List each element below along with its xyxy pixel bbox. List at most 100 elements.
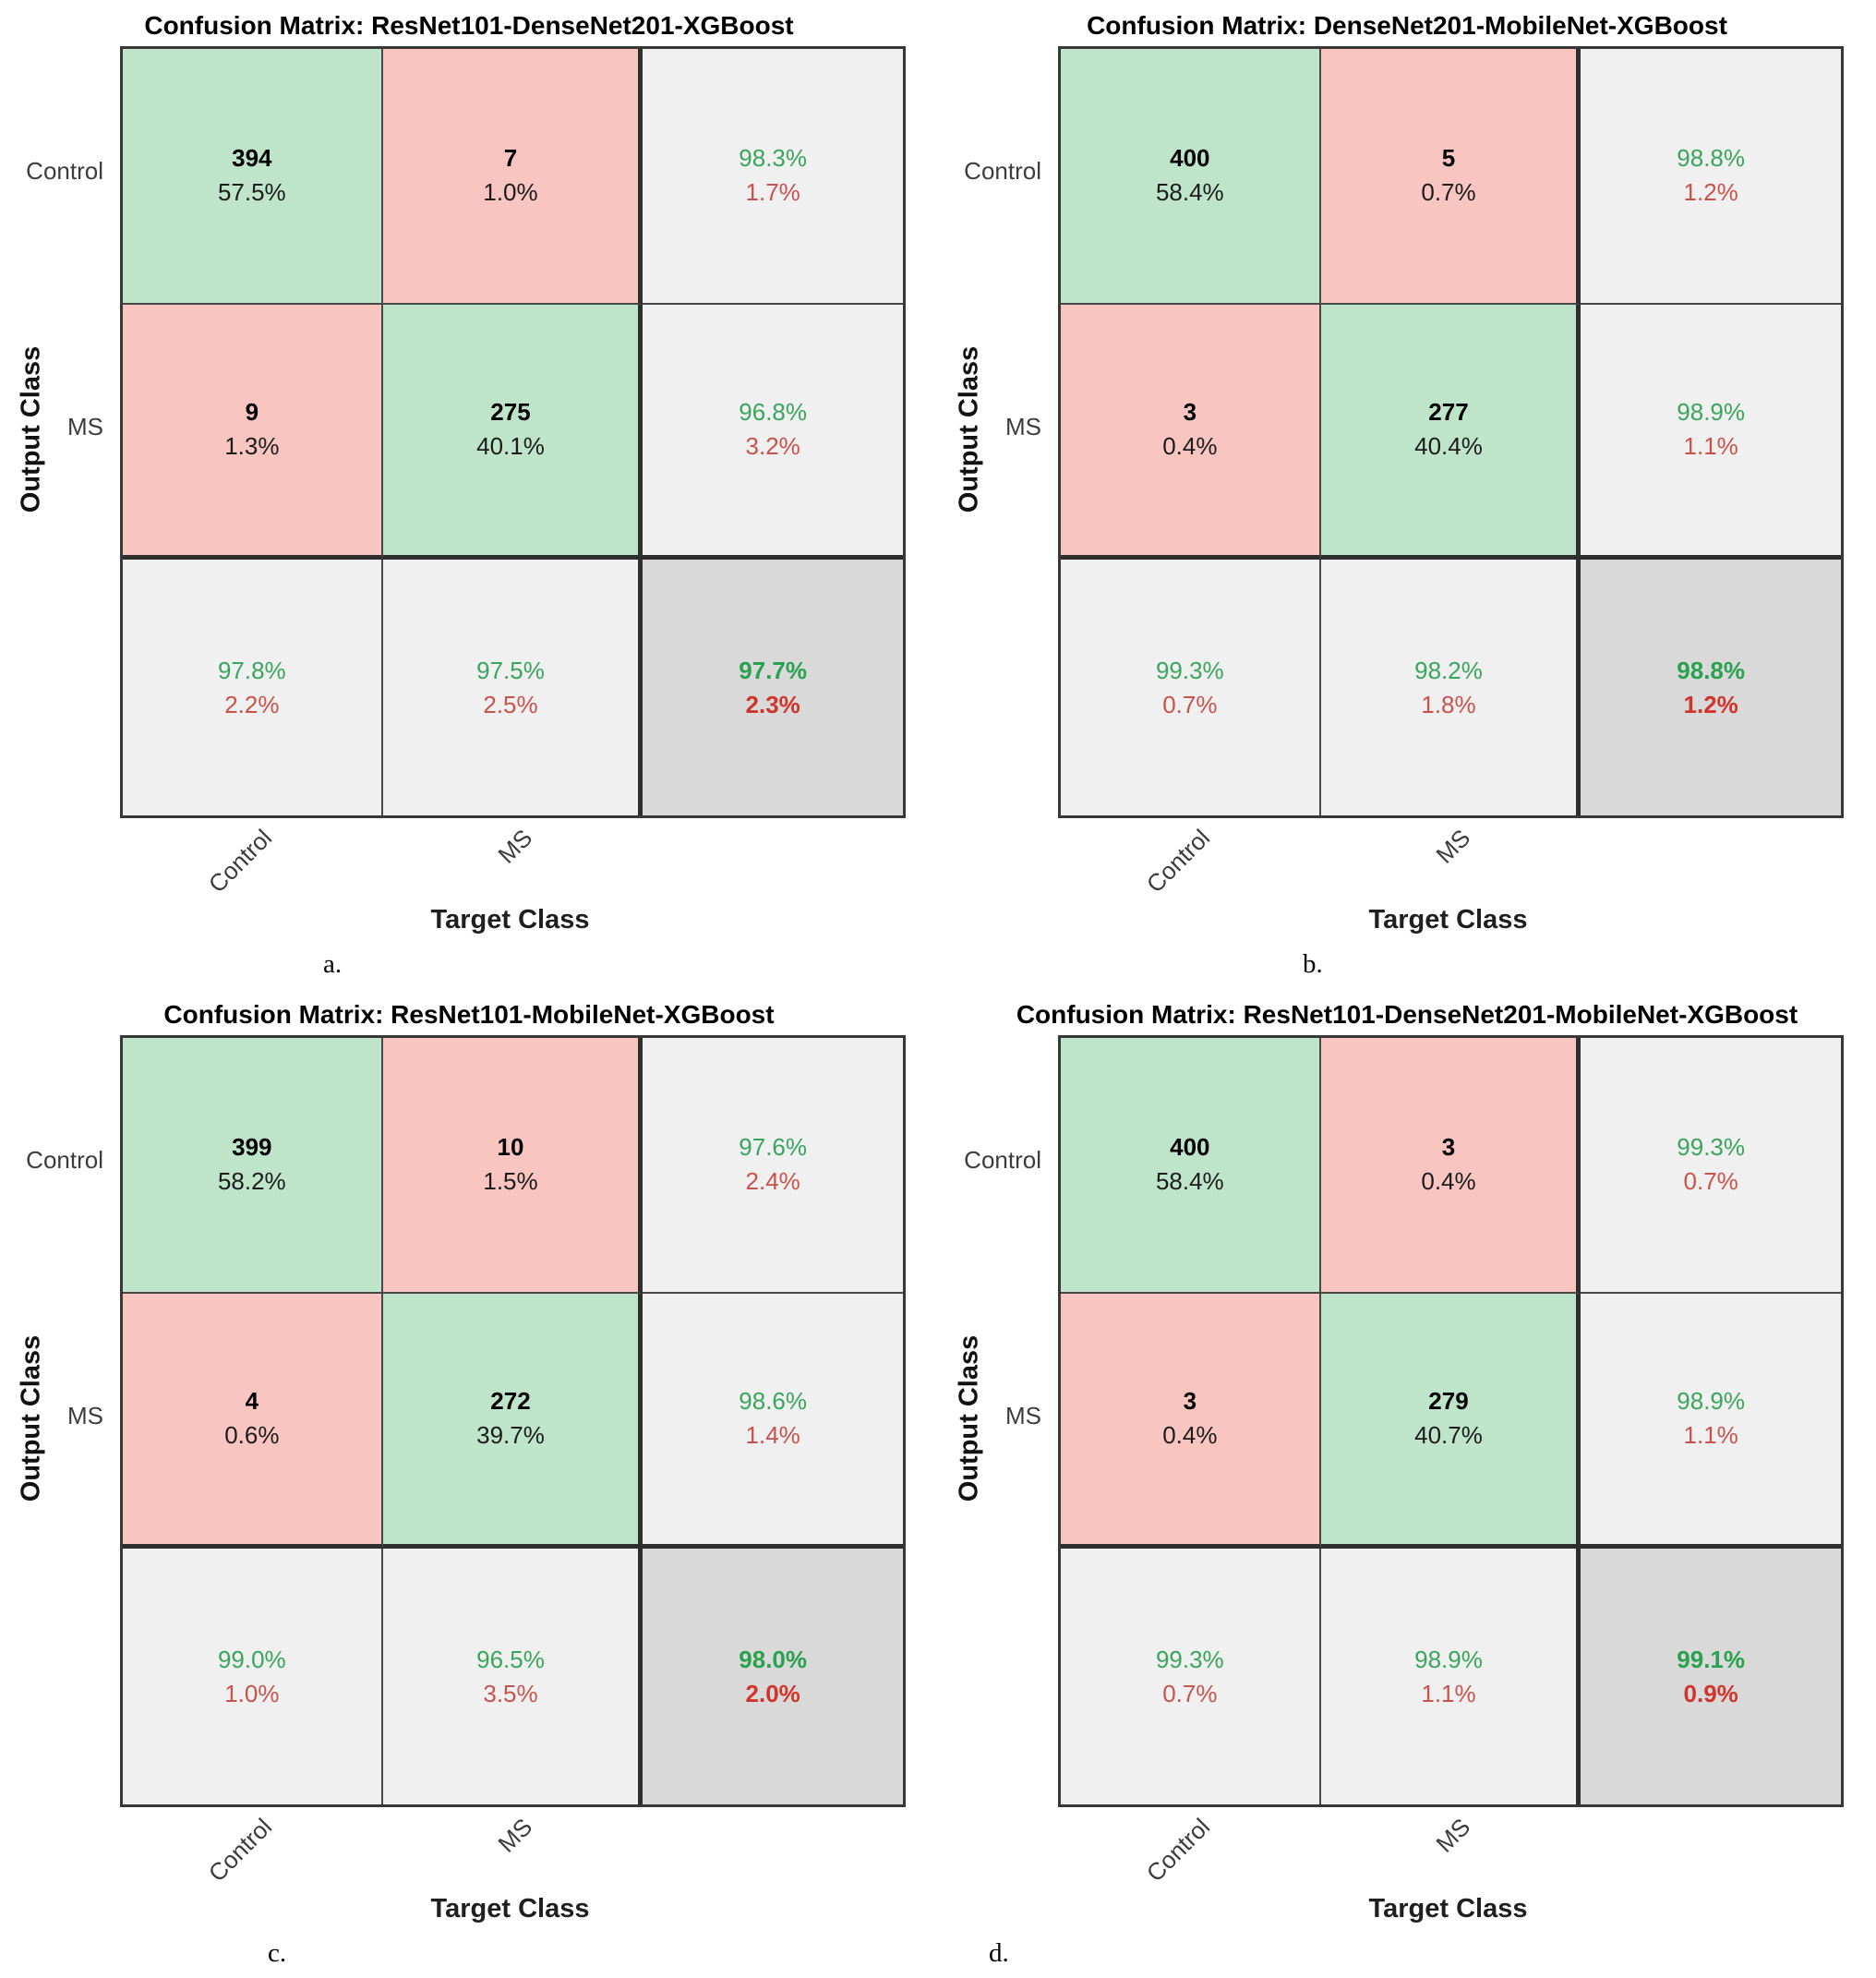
row-summary-cell: 98.9% 1.1% <box>1581 1293 1841 1550</box>
summary-positive-percent: 98.9% <box>1677 398 1746 427</box>
cell-count: 10 <box>497 1133 524 1162</box>
y-tick-control: Control <box>26 157 103 185</box>
confusion-grid: 394 57.5% 7 1.0% 98.3% 1.7% 9 1.3% 275 4… <box>120 46 906 818</box>
confusion-matrix-panel-a: Confusion Matrix: ResNet101-DenseNet201-… <box>0 0 938 989</box>
summary-negative-percent: 1.7% <box>745 178 800 207</box>
y-tick-control: Control <box>964 157 1041 185</box>
confusion-grid: 399 58.2% 10 1.5% 97.6% 2.4% 4 0.6% 272 … <box>120 1035 906 1807</box>
chart-title: Confusion Matrix: ResNet101-DenseNet201-… <box>144 11 794 40</box>
matrix-cell: 400 58.4% <box>1061 49 1321 305</box>
col-summary-cell: 96.5% 3.5% <box>382 1549 643 1804</box>
summary-positive-percent: 97.7% <box>739 656 808 684</box>
summary-negative-percent: 0.9% <box>1683 1679 1738 1707</box>
cell-percent: 57.5% <box>217 178 286 207</box>
row-summary-cell: 96.8% 3.2% <box>643 304 903 561</box>
chart-title: Confusion Matrix: ResNet101-DenseNet201-… <box>1016 1000 1798 1029</box>
summary-negative-percent: 1.8% <box>1421 690 1476 718</box>
cell-count: 3 <box>1183 1387 1197 1416</box>
cell-percent: 1.3% <box>224 432 280 461</box>
summary-negative-percent: 1.2% <box>1683 178 1738 207</box>
summary-positive-percent: 98.0% <box>739 1645 808 1673</box>
matrix-cell: 394 57.5% <box>123 49 383 305</box>
matrix-cell: 3 0.4% <box>1320 1038 1581 1294</box>
cell-percent: 40.1% <box>476 432 545 461</box>
summary-positive-percent: 96.5% <box>476 1645 545 1673</box>
cell-percent: 0.7% <box>1421 178 1476 207</box>
summary-positive-percent: 97.8% <box>217 656 286 684</box>
cell-percent: 58.4% <box>1155 1167 1224 1196</box>
matrix-cell: 277 40.4% <box>1320 304 1581 561</box>
row-summary-cell: 98.8% 1.2% <box>1581 49 1841 305</box>
matrix-cell: 7 1.0% <box>382 49 643 305</box>
col-summary-cell: 97.5% 2.5% <box>382 560 643 815</box>
y-tick-control: Control <box>964 1146 1041 1174</box>
matrix-cell: 9 1.3% <box>123 304 383 561</box>
summary-positive-percent: 99.0% <box>217 1645 286 1673</box>
cell-count: 400 <box>1170 1133 1210 1162</box>
summary-positive-percent: 99.3% <box>1155 656 1224 684</box>
confusion-matrix-panel-d: Confusion Matrix: ResNet101-DenseNet201-… <box>938 989 1876 1978</box>
matrix-cell: 3 0.4% <box>1061 304 1321 561</box>
col-summary-cell: 98.2% 1.8% <box>1320 560 1581 815</box>
row-summary-cell: 98.9% 1.1% <box>1581 304 1841 561</box>
summary-positive-percent: 99.1% <box>1677 1645 1746 1673</box>
matrix-cell: 275 40.1% <box>382 304 643 561</box>
col-summary-cell: 97.8% 2.2% <box>123 560 383 815</box>
row-summary-cell: 98.3% 1.7% <box>643 49 903 305</box>
confusion-grid: 400 58.4% 5 0.7% 98.8% 1.2% 3 0.4% 277 4… <box>1058 46 1844 818</box>
row-summary-cell: 99.3% 0.7% <box>1581 1038 1841 1294</box>
matrix-cell: 3 0.4% <box>1061 1293 1321 1550</box>
summary-positive-percent: 99.3% <box>1677 1133 1746 1162</box>
summary-positive-percent: 97.6% <box>739 1133 808 1162</box>
summary-negative-percent: 2.4% <box>745 1167 800 1196</box>
summary-positive-percent: 98.6% <box>739 1387 808 1416</box>
matrix-cell: 279 40.7% <box>1320 1293 1581 1550</box>
y-tick-ms: MS <box>1005 413 1041 440</box>
x-axis-label: Target Class <box>430 1894 590 1924</box>
cell-count: 9 <box>245 398 259 427</box>
cell-count: 394 <box>232 144 272 173</box>
cell-count: 277 <box>1428 398 1469 427</box>
cell-percent: 40.7% <box>1414 1421 1483 1450</box>
cell-percent: 58.4% <box>1155 178 1224 207</box>
cell-count: 279 <box>1428 1387 1469 1416</box>
confusion-grid: 400 58.4% 3 0.4% 99.3% 0.7% 3 0.4% 279 4… <box>1058 1035 1844 1807</box>
matrix-cell: 400 58.4% <box>1061 1038 1321 1294</box>
summary-positive-percent: 98.8% <box>1677 656 1746 684</box>
panel-caption: b. <box>1303 949 1323 979</box>
summary-positive-percent: 98.9% <box>1677 1387 1746 1416</box>
y-tick-ms: MS <box>67 1402 103 1429</box>
cell-percent: 0.4% <box>1162 432 1218 461</box>
cell-percent: 58.2% <box>217 1167 286 1196</box>
cell-count: 7 <box>503 144 518 173</box>
cell-percent: 39.7% <box>476 1421 545 1450</box>
cell-count: 400 <box>1170 144 1210 173</box>
matrix-cell: 10 1.5% <box>382 1038 643 1294</box>
summary-negative-percent: 1.1% <box>1421 1679 1476 1707</box>
summary-positive-percent: 98.3% <box>739 144 808 173</box>
cell-count: 3 <box>1183 398 1197 427</box>
summary-positive-percent: 97.5% <box>476 656 545 684</box>
panel-caption: c. <box>268 1938 287 1968</box>
summary-negative-percent: 2.2% <box>224 690 280 718</box>
summary-negative-percent: 2.0% <box>745 1679 800 1707</box>
overall-accuracy-cell: 97.7% 2.3% <box>643 560 903 815</box>
confusion-matrix-panel-c: Confusion Matrix: ResNet101-MobileNet-XG… <box>0 989 938 1978</box>
overall-accuracy-cell: 98.8% 1.2% <box>1581 560 1841 815</box>
summary-negative-percent: 1.1% <box>1683 432 1738 461</box>
row-summary-cell: 97.6% 2.4% <box>643 1038 903 1294</box>
summary-positive-percent: 98.8% <box>1677 144 1746 173</box>
y-tick-control: Control <box>26 1146 103 1174</box>
summary-positive-percent: 98.2% <box>1414 656 1483 684</box>
overall-accuracy-cell: 98.0% 2.0% <box>643 1549 903 1804</box>
confusion-matrix-panel-b: Confusion Matrix: DenseNet201-MobileNet-… <box>938 0 1876 989</box>
matrix-cell: 399 58.2% <box>123 1038 383 1294</box>
chart-title: Confusion Matrix: DenseNet201-MobileNet-… <box>1087 11 1727 40</box>
summary-negative-percent: 1.1% <box>1683 1421 1738 1450</box>
summary-negative-percent: 1.0% <box>224 1679 280 1707</box>
y-tick-ms: MS <box>67 413 103 440</box>
matrix-cell: 272 39.7% <box>382 1293 643 1550</box>
summary-positive-percent: 99.3% <box>1155 1645 1224 1673</box>
cell-percent: 1.5% <box>483 1167 538 1196</box>
